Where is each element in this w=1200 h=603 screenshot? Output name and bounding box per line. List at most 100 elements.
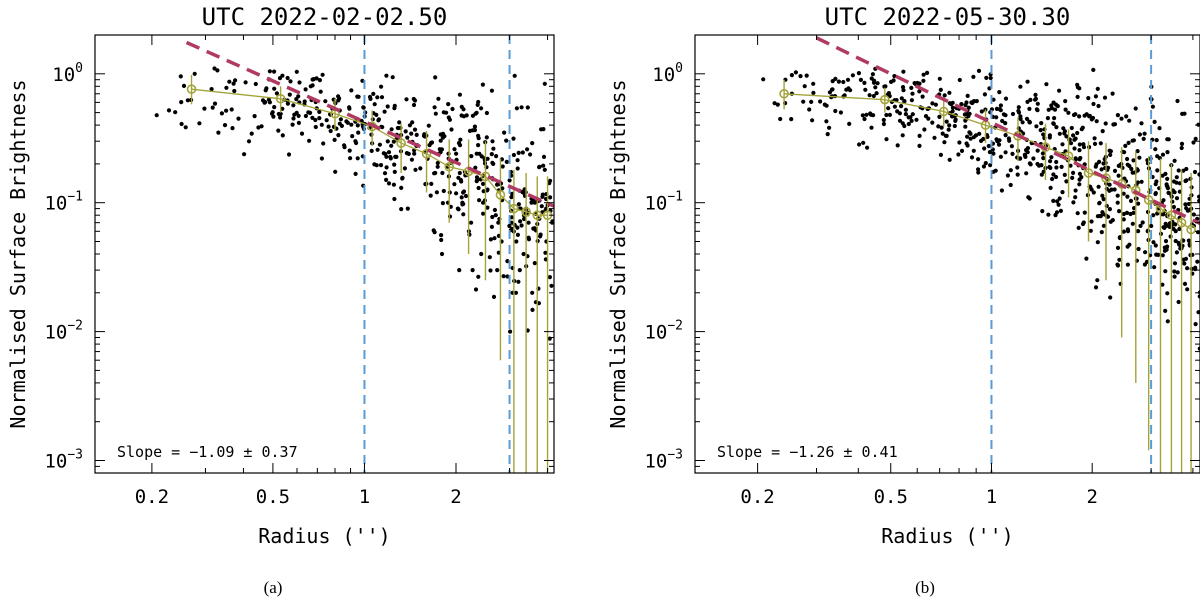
data-point: [274, 91, 279, 96]
data-point: [1124, 210, 1130, 215]
data-point: [1006, 136, 1011, 141]
data-point: [937, 114, 942, 119]
data-point: [1182, 261, 1187, 266]
data-point: [264, 86, 269, 91]
data-point: [1102, 95, 1108, 100]
data-point: [1097, 213, 1102, 219]
data-point: [1059, 164, 1064, 169]
data-point: [347, 105, 352, 110]
data-point: [1193, 265, 1198, 270]
data-point: [1035, 161, 1040, 167]
data-point: [461, 107, 466, 112]
data-point: [1103, 121, 1108, 126]
data-point: [1075, 94, 1080, 99]
data-point: [299, 131, 305, 136]
x-axis-label: Radius (''): [881, 524, 1013, 548]
data-point: [1153, 147, 1158, 152]
data-point: [349, 88, 354, 93]
data-point: [867, 93, 872, 98]
data-point: [441, 110, 446, 115]
data-point: [1156, 252, 1161, 257]
data-point: [804, 73, 809, 78]
data-point: [871, 93, 876, 99]
data-point: [287, 92, 292, 97]
y-tick-label: 10−1: [44, 190, 83, 215]
binned-point: [509, 203, 519, 214]
data-point: [1136, 229, 1141, 234]
x-tick-label: 0.5: [874, 486, 908, 508]
data-point: [1044, 82, 1049, 87]
data-point: [1039, 163, 1044, 168]
data-point: [1073, 195, 1078, 200]
data-point: [333, 169, 338, 174]
data-point: [1056, 202, 1061, 207]
data-point: [267, 100, 272, 105]
x-tick-label: 0.5: [256, 486, 290, 508]
data-point: [1035, 108, 1040, 113]
data-point: [526, 237, 532, 242]
data-point: [1136, 201, 1141, 206]
data-point: [1107, 182, 1112, 187]
data-point: [505, 274, 510, 279]
data-point: [1104, 203, 1109, 209]
data-point: [542, 81, 547, 86]
data-point: [810, 118, 815, 123]
data-point: [202, 106, 207, 111]
data-point: [1000, 118, 1005, 124]
binned-point: [1143, 195, 1154, 205]
data-point: [1149, 223, 1154, 229]
data-point: [1165, 176, 1170, 181]
data-point: [1054, 125, 1059, 130]
data-point: [1033, 97, 1038, 102]
data-point: [1024, 148, 1029, 153]
data-point: [457, 170, 462, 176]
data-point: [875, 81, 880, 86]
data-point: [243, 80, 248, 85]
data-point: [801, 99, 806, 104]
data-point: [429, 181, 434, 186]
panel-a: 100 10−1 10−2 10−3 0.2 0.5 1 2 UTC 2022-02-02.50…: [6, 3, 555, 597]
data-point: [511, 136, 516, 141]
data-point: [1125, 244, 1130, 249]
data-point: [516, 150, 521, 155]
data-point: [997, 90, 1002, 95]
data-point: [179, 121, 184, 127]
data-point: [1077, 142, 1082, 147]
data-point: [321, 141, 326, 146]
data-point: [1071, 200, 1076, 205]
data-point: [998, 108, 1003, 113]
data-point: [1077, 86, 1082, 91]
binned-point: [495, 190, 506, 200]
data-point: [862, 116, 867, 122]
data-point: [504, 138, 509, 143]
data-point: [183, 125, 188, 130]
data-point: [1054, 159, 1059, 165]
data-point: [1035, 101, 1040, 106]
data-point: [844, 87, 849, 92]
data-point: [1041, 156, 1046, 161]
data-point: [1081, 145, 1087, 150]
data-point: [886, 91, 891, 96]
data-point: [1136, 246, 1141, 252]
data-point: [833, 76, 838, 81]
data-point: [404, 97, 409, 102]
data-point: [964, 141, 969, 146]
y-axis-label: Normalised Surface Brightness: [606, 79, 630, 428]
data-point: [515, 158, 520, 163]
data-point: [296, 120, 301, 125]
data-point: [1055, 104, 1060, 109]
x-axis-label: Radius (''): [258, 524, 390, 548]
data-point: [1087, 113, 1092, 118]
slope-annotation: Slope = −1.26 ± 0.41: [717, 443, 898, 461]
data-point: [1174, 250, 1179, 255]
data-point: [818, 99, 823, 104]
data-point: [385, 104, 390, 109]
data-point: [356, 130, 361, 135]
data-point: [219, 111, 224, 116]
data-point: [909, 118, 914, 123]
data-point: [540, 194, 545, 199]
data-point: [807, 107, 812, 112]
y-tick-label: 10−3: [644, 448, 683, 473]
data-point: [947, 157, 952, 162]
data-point: [1075, 211, 1080, 216]
